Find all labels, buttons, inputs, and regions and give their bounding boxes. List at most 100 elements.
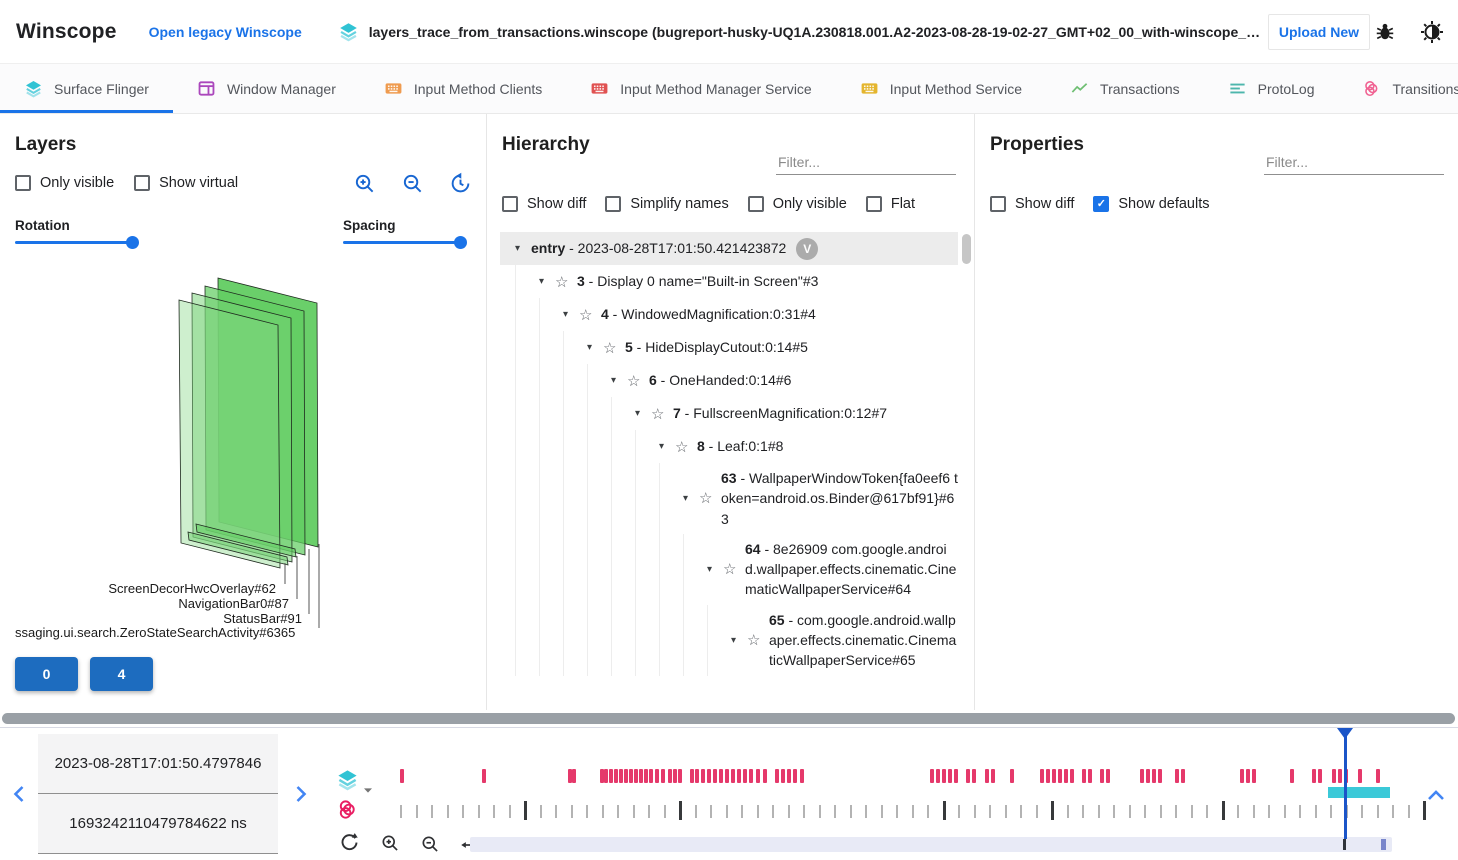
collapse-caret-icon[interactable]: ▾ [611, 375, 617, 386]
transition-tick[interactable] [865, 805, 867, 818]
transition-tick[interactable] [1097, 805, 1100, 818]
transition-tick[interactable] [1314, 805, 1317, 818]
tab-input-method-clients[interactable]: Input Method Clients [360, 64, 566, 113]
layers-3d-view[interactable] [0, 254, 487, 634]
transition-tick[interactable] [524, 801, 527, 820]
sf-trace-marker[interactable] [725, 769, 729, 783]
hierarchy-scrollbar[interactable] [962, 234, 971, 264]
sf-trace-marker[interactable] [1376, 769, 1380, 783]
collapse-caret-icon[interactable]: ▾ [515, 243, 521, 254]
timestamp-ns-input[interactable] [38, 815, 278, 832]
transition-tick[interactable] [586, 805, 588, 818]
sf-trace-marker[interactable] [1338, 769, 1342, 783]
sf-trace-marker[interactable] [678, 769, 682, 783]
sf-trace-marker[interactable] [1010, 769, 1014, 783]
transition-tick[interactable] [1113, 805, 1115, 818]
transition-tick[interactable] [756, 805, 759, 818]
checkbox-simplify-names[interactable]: Simplify names [605, 196, 729, 212]
transition-tick[interactable] [973, 805, 976, 818]
next-entry-button[interactable] [288, 782, 312, 806]
sf-trace-marker[interactable] [655, 769, 659, 783]
transition-tick[interactable] [1392, 805, 1394, 818]
collapse-caret-icon[interactable]: ▾ [635, 408, 641, 419]
sf-trace-marker[interactable] [966, 769, 970, 783]
zoom-out-icon[interactable] [401, 172, 424, 195]
sf-trace-marker[interactable] [763, 769, 767, 783]
tree-node-4[interactable]: ▾ ☆ 4 - WindowedMagnification:0:31#4 [500, 298, 958, 331]
sf-trace-marker[interactable] [1158, 769, 1162, 783]
sf-trace-marker[interactable] [690, 769, 694, 783]
collapse-caret-icon[interactable]: ▾ [563, 309, 569, 320]
sf-trace-marker[interactable] [568, 769, 572, 783]
transition-tick[interactable] [1361, 805, 1363, 818]
sf-trace-marker[interactable] [1152, 769, 1156, 783]
sf-trace-marker[interactable] [775, 769, 779, 783]
sf-trace-marker[interactable] [600, 769, 604, 783]
transition-tick[interactable] [1376, 805, 1379, 818]
sf-trace-marker[interactable] [743, 769, 747, 783]
collapse-caret-icon[interactable]: ▾ [539, 276, 545, 287]
sf-trace-marker[interactable] [930, 769, 934, 783]
sf-trace-marker[interactable] [948, 769, 952, 783]
transition-tick[interactable] [1051, 801, 1054, 820]
trace-selector-dropdown-icon[interactable] [360, 782, 376, 798]
transition-tick[interactable] [1330, 805, 1332, 818]
sf-trace-marker[interactable] [1088, 769, 1092, 783]
tree-node-63[interactable]: ▾ ☆ 63 - WallpaperWindowToken{fa0eef6 toke… [500, 463, 958, 534]
surface-flinger-trace-icon[interactable] [336, 768, 359, 791]
timestamp-human-input[interactable] [38, 755, 278, 772]
transition-tick[interactable] [741, 805, 743, 818]
transition-tick[interactable] [1252, 805, 1255, 818]
checkbox-show-diff[interactable]: Show diff [502, 196, 586, 212]
open-legacy-winscope-link[interactable]: Open legacy Winscope [148, 23, 302, 40]
transition-tick[interactable] [989, 805, 991, 818]
sf-trace-marker[interactable] [400, 769, 404, 783]
transition-tick[interactable] [617, 805, 619, 818]
tab-window-manager[interactable]: Window Manager [173, 64, 360, 113]
sf-trace-marker[interactable] [991, 769, 995, 783]
transition-tick[interactable] [834, 805, 836, 818]
transition-tick[interactable] [1299, 805, 1301, 818]
tab-surface-flinger[interactable]: Surface Flinger [0, 64, 173, 113]
checkbox-show-diff[interactable]: Show diff [990, 196, 1074, 212]
transition-tick[interactable] [679, 801, 682, 820]
sf-trace-marker[interactable] [1181, 769, 1185, 783]
reset-zoom-icon[interactable] [449, 172, 472, 195]
pin-star-icon[interactable]: ☆ [603, 339, 617, 357]
sf-trace-marker[interactable] [1040, 769, 1044, 783]
tree-node-65[interactable]: ▾ ☆ 65 - com.google.android.wallpaper.effe… [500, 604, 958, 676]
sf-trace-marker[interactable] [793, 769, 797, 783]
transition-tick[interactable] [1190, 805, 1193, 818]
sf-trace-marker[interactable] [649, 769, 653, 783]
pin-star-icon[interactable]: ☆ [579, 306, 593, 324]
sf-trace-marker[interactable] [1100, 769, 1104, 783]
transition-tick[interactable] [555, 805, 557, 818]
sf-trace-marker[interactable] [1052, 769, 1056, 783]
sf-trace-marker[interactable] [661, 769, 665, 783]
pin-star-icon[interactable]: ☆ [675, 438, 689, 456]
checkbox-only-visible[interactable]: Only visible [747, 196, 847, 212]
transition-tick[interactable] [1004, 805, 1007, 818]
sf-trace-marker[interactable] [634, 769, 638, 783]
sf-trace-marker[interactable] [695, 769, 699, 783]
transition-tick[interactable] [772, 805, 774, 818]
transition-tick[interactable] [1283, 805, 1286, 818]
sf-trace-marker[interactable] [668, 769, 672, 783]
transition-tick[interactable] [1159, 805, 1162, 818]
transition-tick[interactable] [1221, 801, 1225, 820]
transition-tick[interactable] [1144, 805, 1146, 818]
checkbox-flat[interactable]: Flat [865, 196, 915, 212]
display-rect-button-0[interactable]: 0 [15, 657, 78, 691]
transition-tick[interactable] [648, 805, 650, 818]
sf-trace-marker[interactable] [731, 769, 735, 783]
collapse-caret-icon[interactable]: ▾ [659, 441, 665, 452]
sf-trace-marker[interactable] [673, 769, 677, 783]
sf-trace-marker[interactable] [1332, 769, 1336, 783]
transition-tick[interactable] [462, 805, 464, 818]
transition-tick[interactable] [415, 805, 418, 818]
sf-trace-marker[interactable] [604, 769, 608, 783]
transition-tick[interactable] [400, 805, 402, 818]
transition-tick[interactable] [446, 805, 449, 818]
sf-trace-marker[interactable] [644, 769, 648, 783]
tree-node-entry[interactable]: ▾ entry - 2023-08-28T17:01:50.421423872 V [500, 232, 958, 265]
